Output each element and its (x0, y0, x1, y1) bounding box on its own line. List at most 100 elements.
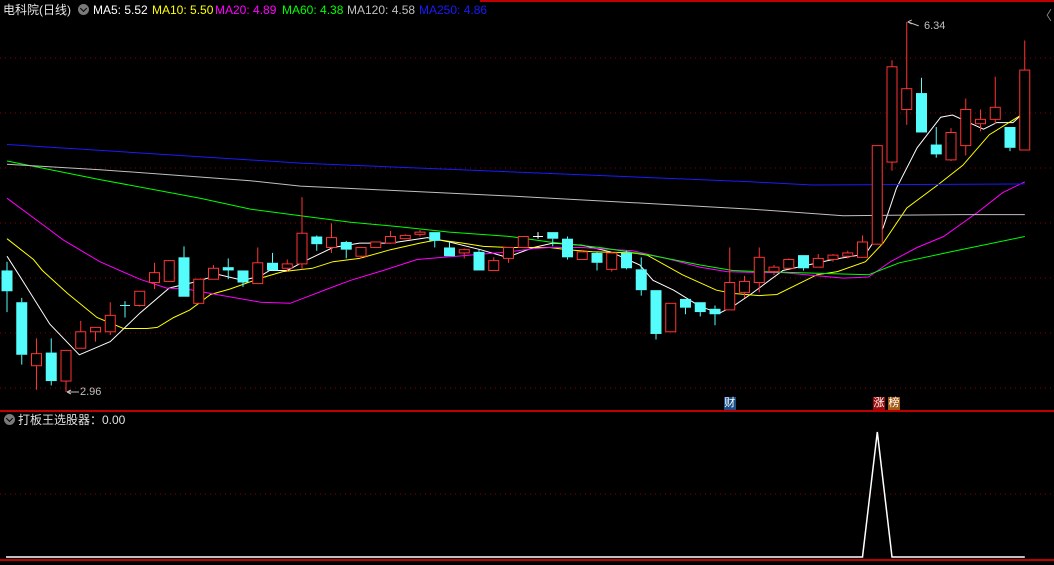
candle[interactable] (385, 231, 396, 244)
candle-body-down (709, 308, 721, 315)
candle-body-down (562, 238, 573, 258)
candle[interactable] (488, 257, 500, 271)
candle[interactable] (503, 246, 514, 263)
candle[interactable] (429, 232, 441, 248)
candle-body-up (576, 251, 588, 261)
candle[interactable] (90, 326, 101, 342)
event-badge[interactable]: 涨 (873, 397, 885, 410)
candle-body-up (355, 246, 367, 257)
candle[interactable] (444, 241, 455, 257)
candle[interactable] (326, 223, 337, 253)
candle[interactable] (621, 250, 632, 270)
candle[interactable] (355, 246, 367, 259)
candle[interactable] (783, 258, 795, 269)
candle[interactable] (812, 254, 824, 268)
candle[interactable] (591, 251, 603, 271)
candle-body-up (517, 236, 529, 248)
candle[interactable] (635, 257, 647, 296)
candle[interactable] (606, 251, 618, 272)
candle[interactable] (798, 255, 809, 271)
candle[interactable] (517, 236, 529, 248)
candle[interactable] (370, 241, 382, 248)
candle[interactable] (340, 240, 352, 259)
candle[interactable] (237, 270, 249, 287)
ma-label-4: MA120: 4.58 (347, 3, 416, 17)
candle[interactable] (473, 249, 485, 271)
candle[interactable] (267, 252, 278, 271)
candle[interactable] (916, 77, 927, 133)
candle[interactable] (252, 247, 264, 285)
candle[interactable] (871, 145, 883, 245)
candle-body-down (930, 144, 942, 155)
candle[interactable] (827, 254, 839, 262)
candle[interactable] (753, 247, 765, 293)
candle[interactable] (104, 302, 116, 336)
candle[interactable] (45, 338, 57, 386)
ma-label-5: MA250: 4.86 (419, 3, 488, 17)
candle[interactable] (724, 247, 736, 311)
candle[interactable] (709, 305, 721, 326)
candle[interactable] (533, 232, 543, 239)
candle[interactable] (75, 320, 87, 349)
candle[interactable] (857, 235, 868, 258)
low-price-label: 2.96 (80, 386, 102, 398)
collapse-arrow-icon[interactable]: 〈 (1038, 8, 1052, 23)
candle[interactable] (149, 262, 160, 290)
candle[interactable] (547, 232, 559, 247)
candle[interactable] (1, 261, 13, 313)
event-badge[interactable]: 财 (723, 397, 736, 410)
candle[interactable] (16, 297, 28, 365)
candle[interactable] (281, 259, 293, 272)
candle[interactable] (178, 246, 190, 297)
candle-body-up (149, 272, 160, 283)
candle-body-up (1019, 69, 1031, 151)
candle[interactable] (665, 302, 677, 333)
candle[interactable] (208, 264, 219, 280)
candle[interactable] (1019, 40, 1031, 151)
candle[interactable] (163, 260, 175, 282)
chevron-down-icon[interactable] (78, 4, 89, 15)
candle-body-up (739, 280, 750, 293)
candle[interactable] (576, 249, 588, 261)
candle[interactable] (945, 128, 957, 161)
candle[interactable] (193, 278, 205, 304)
candle[interactable] (31, 338, 42, 390)
candle[interactable] (930, 127, 942, 158)
candle-body-up (296, 232, 308, 265)
candle[interactable] (120, 301, 130, 318)
candle-body-up (945, 131, 957, 161)
candle[interactable] (60, 349, 72, 392)
candle[interactable] (134, 290, 146, 307)
candle[interactable] (886, 60, 898, 171)
candle[interactable] (694, 302, 706, 317)
candle-body-up (90, 326, 101, 333)
candle[interactable] (739, 275, 750, 298)
candle[interactable] (842, 250, 854, 259)
candle-body-down (222, 267, 234, 271)
candle-body-up (399, 234, 411, 240)
indicator-chevron-icon[interactable] (4, 414, 15, 425)
candle[interactable] (414, 229, 426, 237)
candle[interactable] (222, 258, 234, 280)
indicator-line (6, 431, 1025, 558)
candle[interactable] (1004, 127, 1016, 152)
candle[interactable] (458, 248, 470, 259)
candle[interactable] (296, 197, 308, 270)
candle[interactable] (901, 21, 913, 125)
candle[interactable] (960, 98, 972, 156)
candle[interactable] (399, 234, 411, 240)
candle[interactable] (768, 264, 780, 275)
candle[interactable] (650, 290, 662, 340)
candle[interactable] (680, 298, 691, 315)
candle[interactable] (311, 235, 323, 251)
high-price-label: 6.34 (924, 20, 946, 32)
indicator-panel-plot (6, 431, 1025, 558)
ma-line-ma10 (6, 112, 1026, 329)
candle[interactable] (989, 76, 1001, 124)
candle-body-down (621, 252, 632, 269)
candle-body-down (650, 290, 662, 334)
candle[interactable] (975, 109, 986, 132)
event-badge[interactable]: 榜 (888, 397, 900, 410)
candle[interactable] (562, 236, 573, 260)
